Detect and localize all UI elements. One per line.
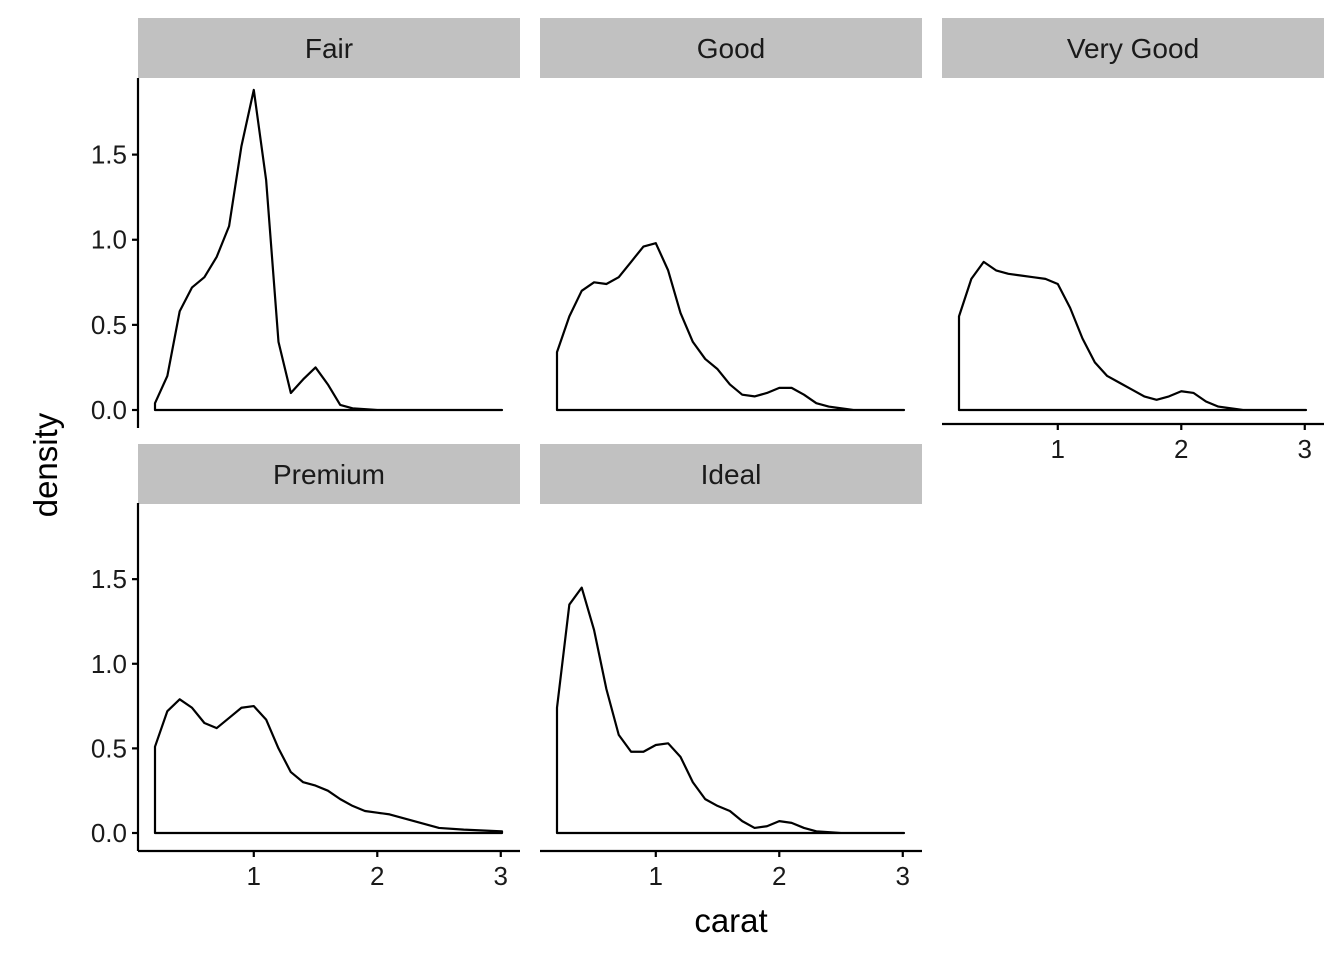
facet-strip-label: Good — [697, 33, 766, 64]
x-axis-title: carat — [694, 902, 767, 939]
facet-strip — [942, 18, 1324, 78]
facet-panel-good: Good — [540, 18, 922, 412]
y-tick-label: 0.0 — [91, 395, 127, 425]
facet-panel-fair: Fair 0.0 0.5 1.0 1.5 — [91, 18, 520, 428]
facet-strip-label: Premium — [273, 459, 385, 490]
y-tick-label: 1.5 — [91, 564, 127, 594]
facet-strip — [540, 18, 922, 78]
density-curve — [153, 88, 504, 412]
y-tick-label: 0.0 — [91, 818, 127, 848]
density-curve — [153, 698, 504, 835]
facet-panel-ideal: Ideal 1 2 3 — [540, 444, 922, 891]
y-tick-label: 1.0 — [91, 225, 127, 255]
facet-panel-very-good: Very Good 1 2 3 — [942, 18, 1324, 464]
y-tick-label: 0.5 — [91, 733, 127, 763]
x-tick-label: 2 — [1174, 434, 1188, 464]
density-curve — [555, 242, 906, 412]
y-tick-label: 1.0 — [91, 649, 127, 679]
y-tick-label: 0.5 — [91, 310, 127, 340]
x-tick-label: 2 — [370, 861, 384, 891]
x-tick-label: 3 — [1298, 434, 1312, 464]
facet-strip — [138, 444, 520, 504]
facet-strip-label: Fair — [305, 33, 353, 64]
density-curve — [555, 586, 906, 835]
facet-strip — [138, 18, 520, 78]
facet-strip-label: Very Good — [1067, 33, 1199, 64]
x-tick-label: 1 — [649, 861, 663, 891]
x-tick-label: 2 — [772, 861, 786, 891]
x-tick-label: 1 — [247, 861, 261, 891]
x-tick-label: 3 — [896, 861, 910, 891]
y-axis-title: density — [27, 412, 64, 517]
facet-strip — [540, 444, 922, 504]
facet-panel-premium: Premium 0.0 0.5 1.0 1.5 1 2 3 — [91, 444, 520, 891]
facet-strip-label: Ideal — [701, 459, 762, 490]
density-curve — [957, 260, 1308, 412]
x-tick-label: 3 — [494, 861, 508, 891]
x-tick-label: 1 — [1051, 434, 1065, 464]
y-tick-label: 1.5 — [91, 140, 127, 170]
panels-layer: Fair 0.0 0.5 1.0 1.5 Good Very Good 1 2 3 Premium 0… — [91, 18, 1324, 891]
